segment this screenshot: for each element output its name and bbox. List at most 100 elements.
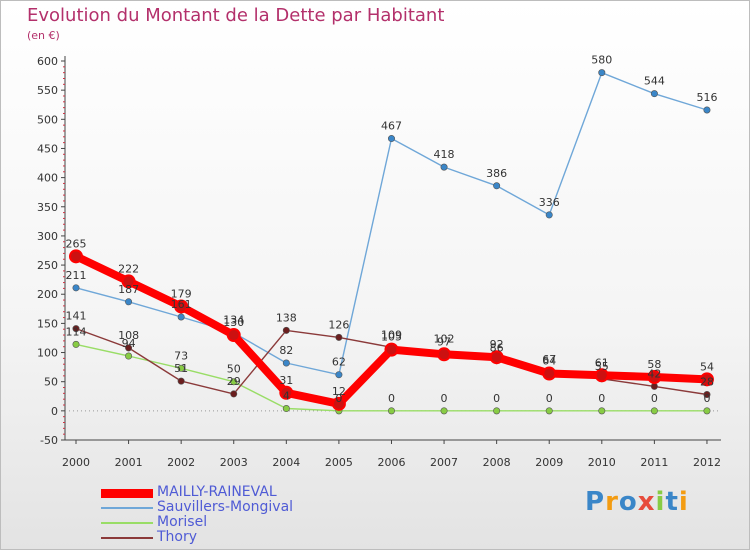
legend-label: Sauvillers-Mongival [157,499,294,515]
data-point [331,396,346,411]
y-tick-label: 300 [37,230,58,243]
data-point [230,390,238,398]
data-label: 114 [66,325,87,338]
data-label: 4 [283,390,290,403]
logo-letter: P [585,487,606,517]
logo-letter: x [637,487,656,517]
chart-title: Evolution du Montant de la Dette par Hab… [27,5,445,26]
data-label: 336 [539,196,560,209]
data-point [545,211,553,219]
data-point [489,350,504,365]
data-point [542,366,557,381]
data-label: 0 [703,392,710,405]
data-point [703,391,711,399]
data-label: 418 [434,148,455,161]
y-tick-label: 200 [37,288,58,301]
data-label: 29 [227,375,241,388]
data-label: 211 [66,269,87,282]
data-label: 105 [381,331,402,344]
data-point [647,370,662,385]
data-label: 31 [279,374,293,387]
data-point [72,325,80,333]
x-tick-label: 2009 [535,456,563,469]
legend-swatch [101,488,153,498]
data-label: 580 [591,54,612,67]
data-point [703,106,711,114]
data-point [121,274,136,289]
data-label: 130 [223,316,244,329]
data-point [335,371,343,379]
legend-swatch [101,537,153,539]
x-tick-label: 2012 [693,456,721,469]
data-label: 126 [328,318,349,331]
data-point [387,407,395,415]
data-point [545,407,553,415]
data-point [226,328,241,343]
y-tick-label: 50 [44,376,58,389]
data-point [440,163,448,171]
data-point [594,368,609,383]
data-point [437,347,452,362]
data-label: 0 [441,392,448,405]
data-label: 109 [381,328,402,341]
chart-unit: (en €) [27,29,60,42]
data-point [282,405,290,413]
legend-swatch [101,507,153,509]
data-point [384,342,399,357]
y-tick-label: 250 [37,259,58,272]
data-label: 73 [174,349,188,362]
logo-letter: i [655,487,666,517]
data-point [230,378,238,386]
data-label: 28 [700,376,714,389]
data-label: 544 [644,75,665,88]
y-tick-label: 500 [37,113,58,126]
data-label: 516 [696,91,717,104]
data-label: 61 [595,356,609,369]
data-label: 58 [647,358,661,371]
data-point [72,284,80,292]
x-tick-label: 2002 [167,456,195,469]
data-point [177,377,185,385]
data-point [493,407,501,415]
data-label: 97 [437,335,451,348]
data-point [493,182,501,190]
y-tick-label: 450 [37,142,58,155]
data-label: 102 [434,332,455,345]
data-label: 86 [490,342,504,355]
legend-label: Morisel [157,514,208,530]
legend-label: Thory [157,529,198,545]
data-label: 50 [227,363,241,376]
data-point [598,69,606,77]
data-label: 138 [276,311,297,324]
data-point [69,249,83,264]
data-label: 0 [335,392,342,405]
data-point [598,407,606,415]
x-tick-label: 2004 [272,456,300,469]
data-label: 64 [542,355,556,368]
legend-swatch [101,522,153,524]
x-tick-label: 2008 [483,456,511,469]
data-label: 55 [595,360,609,373]
data-label: 108 [118,329,139,342]
x-tick-label: 2010 [588,456,616,469]
legend-label: MAILLY-RAINEVAL [157,484,277,500]
data-label: 222 [118,262,139,275]
x-tick-label: 2005 [325,456,353,469]
data-label: 62 [332,356,346,369]
logo-letter: r [605,487,619,517]
data-label: 467 [381,120,402,133]
data-point [279,385,294,400]
y-tick-label: -50 [40,434,58,447]
proxiti-logo: Proxiti [585,487,689,517]
data-point [282,359,290,367]
logo-letter: i [678,487,689,517]
x-tick-label: 2011 [640,456,668,469]
data-label: 0 [598,392,605,405]
y-tick-label: 550 [37,84,58,97]
data-point [387,135,395,143]
data-point [282,326,290,334]
data-point [125,352,133,360]
y-tick-label: 150 [37,317,58,330]
